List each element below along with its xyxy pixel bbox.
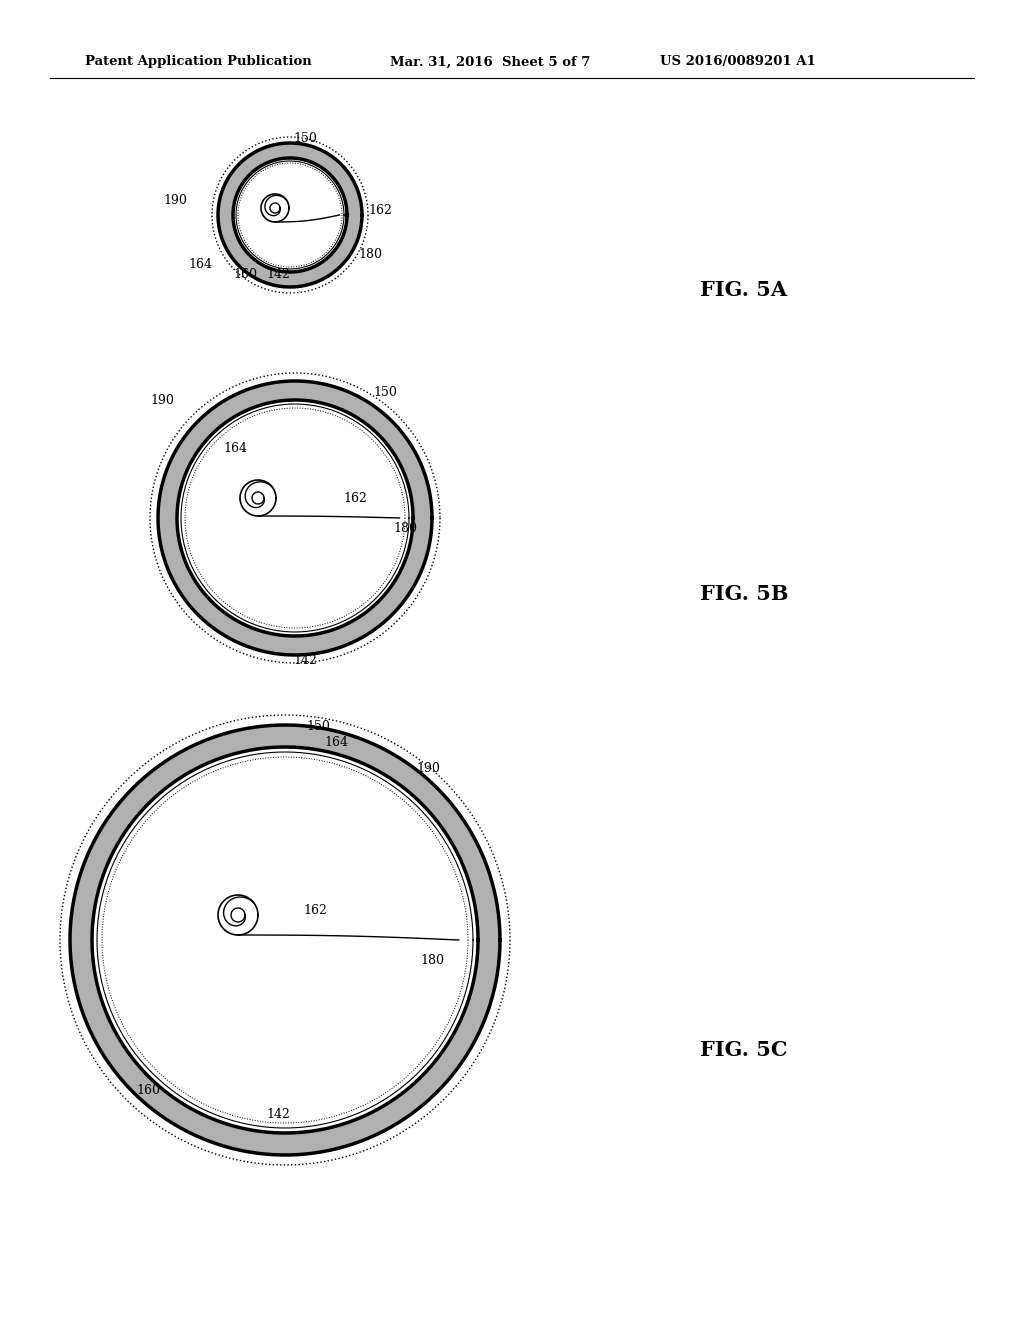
Text: 142: 142 — [266, 268, 290, 281]
Text: 164: 164 — [223, 441, 247, 454]
Text: US 2016/0089201 A1: US 2016/0089201 A1 — [660, 55, 816, 69]
Circle shape — [70, 725, 500, 1155]
Circle shape — [218, 143, 362, 286]
Text: 190: 190 — [416, 762, 440, 775]
Text: FIG. 5B: FIG. 5B — [700, 583, 788, 605]
Text: 150: 150 — [373, 387, 397, 400]
Text: 180: 180 — [358, 248, 382, 261]
Text: 164: 164 — [188, 259, 212, 272]
Circle shape — [178, 401, 412, 635]
Text: 150: 150 — [293, 132, 317, 144]
Text: 150: 150 — [306, 719, 330, 733]
Circle shape — [93, 748, 477, 1133]
Text: 160: 160 — [136, 1084, 160, 1097]
Text: 142: 142 — [293, 653, 317, 667]
Text: 160: 160 — [233, 268, 257, 281]
Text: 162: 162 — [368, 203, 392, 216]
Text: FIG. 5A: FIG. 5A — [700, 280, 787, 300]
Text: FIG. 5C: FIG. 5C — [700, 1040, 787, 1060]
Text: 162: 162 — [343, 491, 367, 504]
Circle shape — [233, 158, 347, 272]
Circle shape — [177, 400, 413, 636]
Text: 180: 180 — [420, 953, 444, 966]
Text: 162: 162 — [303, 903, 327, 916]
Text: 180: 180 — [393, 521, 417, 535]
Circle shape — [158, 381, 432, 655]
Text: Patent Application Publication: Patent Application Publication — [85, 55, 311, 69]
Circle shape — [234, 158, 346, 271]
Text: 164: 164 — [324, 735, 348, 748]
Text: Mar. 31, 2016  Sheet 5 of 7: Mar. 31, 2016 Sheet 5 of 7 — [390, 55, 591, 69]
Text: 190: 190 — [151, 393, 174, 407]
Text: 142: 142 — [266, 1109, 290, 1122]
Text: 190: 190 — [163, 194, 187, 206]
Circle shape — [92, 747, 478, 1133]
